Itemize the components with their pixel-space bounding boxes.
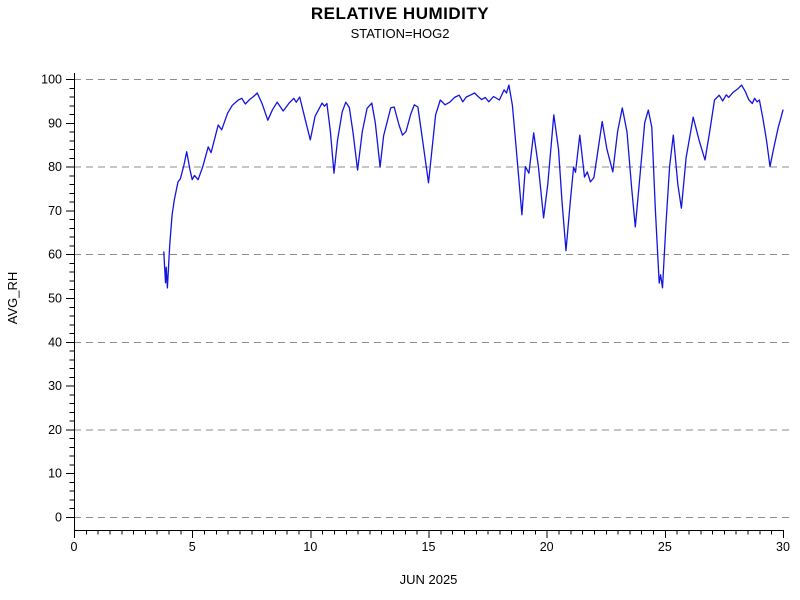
humidity-line-series (163, 84, 784, 289)
y-tick-label-40: 40 (48, 335, 62, 349)
x-tick-label-10: 10 (303, 540, 317, 554)
x-axis-label: JUN 2025 (400, 572, 458, 587)
y-axis-label: AVG_RH (5, 272, 20, 325)
x-tick-label-15: 15 (422, 540, 436, 554)
y-tick-label-10: 10 (48, 467, 62, 481)
x-tick-label-20: 20 (540, 540, 554, 554)
x-tick-label-0: 0 (71, 540, 78, 554)
x-tick-label-5: 5 (189, 540, 196, 554)
axis-tick-labels: 0 10 20 30 40 50 60 70 80 90 100 0 5 10 15 20 25 30 (41, 73, 790, 555)
axis-ticks (66, 79, 784, 538)
y-tick-label-20: 20 (48, 423, 62, 437)
y-tick-label-70: 70 (48, 204, 62, 218)
chart-subtitle: STATION=HOG2 (350, 26, 450, 41)
x-tick-label-25: 25 (658, 540, 672, 554)
y-tick-label-60: 60 (48, 248, 62, 262)
axes (74, 73, 784, 531)
y-tick-label-50: 50 (48, 292, 62, 306)
y-tick-label-100: 100 (41, 73, 62, 87)
chart-title: RELATIVE HUMIDITY (310, 4, 490, 23)
x-tick-label-30: 30 (776, 540, 790, 554)
y-tick-label-0: 0 (55, 511, 62, 525)
y-tick-label-90: 90 (48, 116, 62, 130)
y-tick-label-30: 30 (48, 379, 62, 393)
y-tick-label-80: 80 (48, 160, 62, 174)
humidity-line (163, 84, 784, 289)
